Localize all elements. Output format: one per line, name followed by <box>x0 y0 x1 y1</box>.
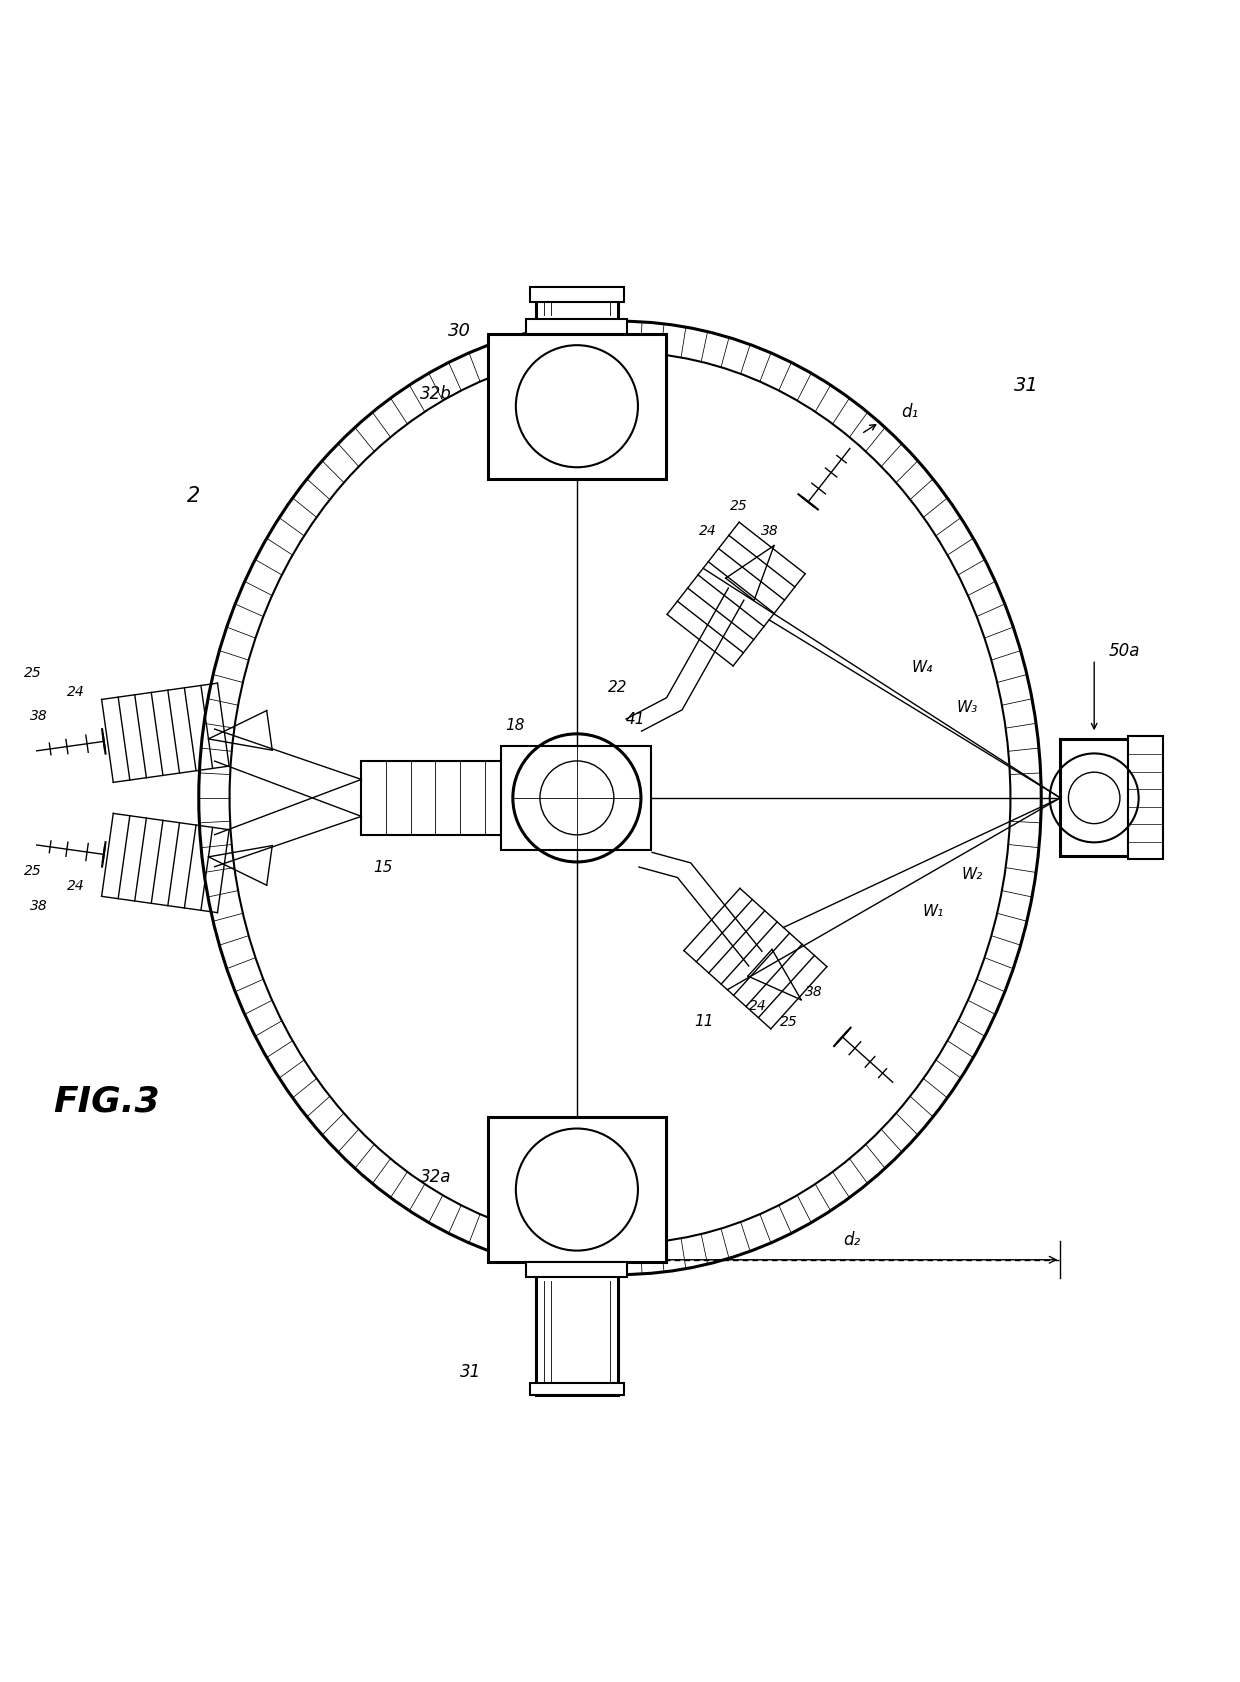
Text: 38: 38 <box>30 710 47 723</box>
Text: W₂: W₂ <box>962 868 983 883</box>
Text: 38: 38 <box>805 984 822 999</box>
Text: 11: 11 <box>694 1014 713 1029</box>
Text: 24: 24 <box>749 999 768 1013</box>
Text: 22: 22 <box>608 680 627 695</box>
Bar <box>527 320 627 333</box>
Text: 38: 38 <box>30 898 47 913</box>
Bar <box>487 1117 666 1262</box>
Bar <box>487 333 666 479</box>
Text: W₁: W₁ <box>923 905 944 920</box>
Text: 38: 38 <box>761 525 779 538</box>
Text: W₄: W₄ <box>911 661 934 676</box>
Text: 31: 31 <box>460 1362 481 1381</box>
Bar <box>501 747 651 849</box>
Text: 24: 24 <box>699 525 717 538</box>
Bar <box>1128 737 1163 860</box>
Text: 15: 15 <box>373 860 393 875</box>
Text: 25: 25 <box>730 500 748 513</box>
Bar <box>527 1262 627 1277</box>
Text: 2: 2 <box>186 486 200 506</box>
Text: 25: 25 <box>24 865 41 878</box>
Text: d₁: d₁ <box>901 404 919 420</box>
Text: 18: 18 <box>506 718 525 733</box>
Bar <box>1060 740 1128 856</box>
Text: d₂: d₂ <box>843 1231 861 1250</box>
Text: 41: 41 <box>626 711 646 727</box>
Text: 25: 25 <box>24 666 41 680</box>
Text: 32a: 32a <box>420 1169 451 1186</box>
Text: FIG.3: FIG.3 <box>53 1085 160 1119</box>
Bar <box>361 760 510 834</box>
Text: 50a: 50a <box>1109 641 1141 659</box>
Bar <box>536 286 618 321</box>
Text: 32b: 32b <box>420 385 451 404</box>
Text: 24: 24 <box>67 880 84 893</box>
Text: 25: 25 <box>780 1016 797 1029</box>
Text: 24: 24 <box>67 685 84 698</box>
Bar <box>529 1383 624 1396</box>
Text: W₃: W₃ <box>956 700 977 715</box>
Bar <box>536 1275 618 1396</box>
Text: 30: 30 <box>448 321 470 340</box>
Bar <box>529 286 624 301</box>
Text: 31: 31 <box>1014 377 1039 395</box>
